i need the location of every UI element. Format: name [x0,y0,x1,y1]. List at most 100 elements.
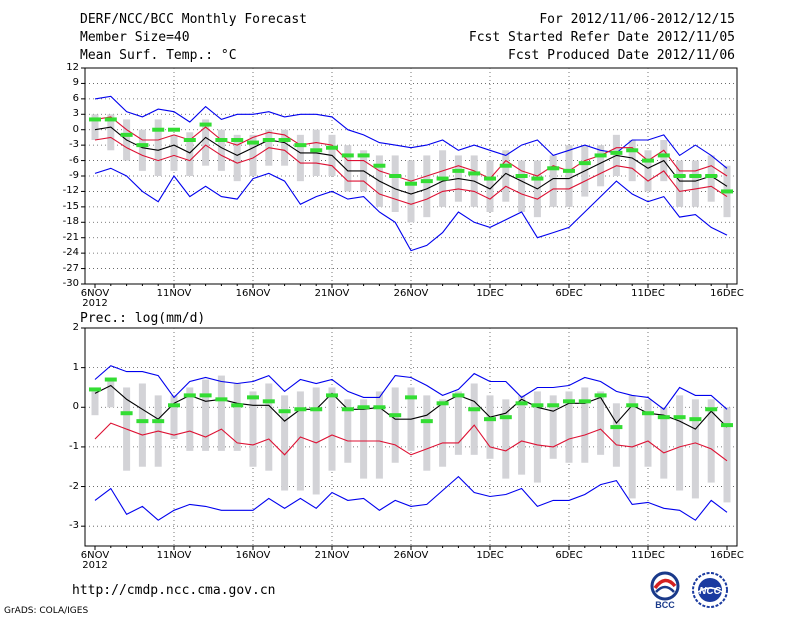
observed-marker [547,166,560,171]
ensemble-box [186,387,194,451]
observed-marker [484,176,496,181]
series-lower-line [94,422,728,462]
forecast-produced-label: Fcst Produced Date 2012/11/06 [508,48,735,63]
bcc-logo-icon: BCC [650,571,680,610]
y-tick-label: 0 [72,123,79,135]
series-max-line [94,365,728,411]
observed-marker [326,145,338,150]
observed-marker [389,174,402,178]
observed-marker [152,419,165,424]
observed-marker [373,163,386,168]
y-tick-label: -3 [69,520,79,532]
ensemble-box [360,399,368,479]
ensemble-box [676,395,684,491]
ensemble-box [454,391,462,455]
ensemble-box [518,160,526,212]
observed-marker [405,395,417,400]
y-tick-label: -2 [69,480,79,492]
observed-marker [420,179,433,184]
observed-marker [594,153,607,158]
ensemble-box [170,395,178,439]
y-tick-label: -12 [62,185,79,197]
observed-marker [168,403,180,408]
forecast-started-label: Fcst Started Refer Date 2012/11/05 [468,30,735,45]
x-tick-label: 16DEC [710,288,744,299]
observed-marker [610,425,623,430]
observed-marker [721,423,733,428]
observed-marker [436,176,449,181]
y-tick-label: -21 [62,231,79,243]
observed-marker [594,393,607,398]
x-tick-label: 16NOV [235,550,271,561]
y-tick-label: -6 [69,154,79,166]
observed-marker [642,411,654,416]
observed-marker [278,409,291,414]
observed-marker [705,407,718,412]
series-min-line [94,167,728,252]
observed-marker [89,117,101,122]
ensemble-box [439,399,447,467]
observed-marker [104,377,117,382]
x-tick-label: 26NOV [393,550,429,561]
ensemble-box [186,132,194,176]
observed-marker [626,403,639,408]
y-tick-label: 12 [66,62,79,73]
series-mean-line [94,126,728,195]
y-tick-label: -3 [69,139,79,151]
ensemble-box [138,383,146,467]
observed-marker [468,171,481,176]
observed-marker [642,158,654,163]
observed-marker [278,138,291,142]
observed-marker [721,189,733,194]
ncc-logo-icon: NCC [692,572,728,608]
ensemble-box [660,407,668,479]
observed-marker [578,399,591,404]
observed-marker [310,148,323,153]
ensemble-box [312,387,320,495]
ensemble-box [344,145,352,192]
observed-marker [199,393,212,398]
observed-marker [152,127,165,132]
x-tick-label: 11NOV [156,288,192,299]
observed-marker [673,174,686,178]
observed-marker [262,138,275,142]
ensemble-box [107,114,115,151]
observed-marker [389,413,402,418]
y-tick-label: 2 [72,322,79,333]
observed-marker [215,397,228,402]
source-url[interactable]: http://cmdp.ncc.cma.gov.cn [72,583,276,598]
x-tick-label: 11DEC [631,550,665,561]
series-max-line [94,95,728,169]
observed-marker [199,122,212,127]
ensemble-box [691,160,699,207]
y-tick-label: -1 [69,440,79,452]
observed-marker [499,163,512,168]
variable-label: Mean Surf. Temp.: °C [80,48,237,63]
x-tick-label: 16NOV [235,288,271,299]
y-tick-label: -24 [62,247,79,259]
x-tick-year-label: 2012 [82,560,108,571]
observed-marker [452,393,465,398]
ensemble-box [281,395,289,491]
observed-marker [373,405,386,410]
observed-marker [578,161,591,166]
observed-marker [452,168,465,173]
chart-title: DERF/NCC/BCC Monthly Forecast [80,12,307,27]
y-tick-label: -18 [62,216,79,228]
ensemble-box [549,395,557,459]
x-tick-label: 21NOV [314,288,350,299]
observed-marker [294,407,307,412]
ensemble-box [391,155,399,212]
observed-marker [231,138,244,142]
ensemble-box [170,134,178,171]
x-tick-label: 6NOV [80,550,110,561]
observed-marker [294,143,307,148]
observed-marker [183,393,196,398]
ensemble-box [296,391,304,491]
observed-marker [547,403,560,408]
ensemble-box [518,395,526,475]
series-min-line [94,475,728,521]
x-tick-label: 11DEC [631,288,665,299]
observed-marker [689,417,702,422]
